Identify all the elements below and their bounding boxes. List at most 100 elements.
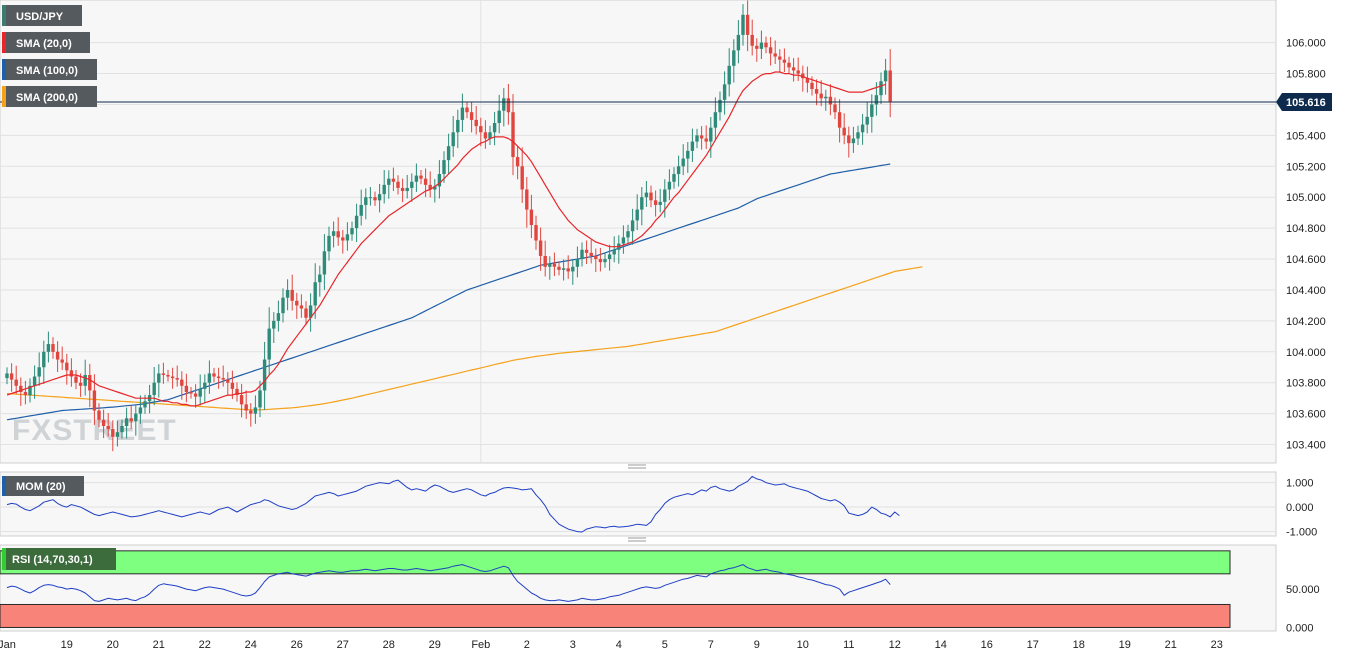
legend: USD/JPY SMA (20,0) SMA (100,0) SMA (200,0): [2, 5, 97, 107]
sma200-line: [6, 266, 923, 411]
candle: [603, 253, 607, 268]
last-price-tag-shape: [1276, 93, 1332, 112]
candle: [350, 221, 354, 241]
candle: [847, 126, 851, 158]
candle: [19, 377, 23, 406]
candle: [479, 117, 483, 147]
candle: [308, 293, 313, 332]
candle: [575, 246, 580, 278]
candle: [152, 366, 156, 406]
candle: [460, 93, 465, 132]
candle: [106, 413, 110, 437]
candle: [483, 120, 488, 149]
price-tick-label: 105.400: [1286, 130, 1326, 142]
candle: [216, 367, 221, 389]
candle: [888, 49, 892, 118]
candle: [865, 102, 869, 134]
candle: [170, 367, 175, 389]
candle: [244, 390, 248, 419]
candle: [239, 383, 244, 418]
candle: [258, 380, 262, 418]
candle: [295, 292, 299, 319]
candle: [805, 66, 810, 93]
candle: [184, 373, 189, 403]
candle: [368, 187, 373, 206]
price-tick-label: 104.200: [1286, 316, 1326, 328]
candle: [584, 240, 589, 264]
candle: [529, 194, 534, 239]
momentum-legend-swatch: [2, 476, 6, 496]
candle: [741, 4, 745, 46]
candle: [74, 370, 78, 390]
candle: [88, 363, 92, 408]
candle: [391, 167, 396, 192]
price-tick-label: 106.000: [1286, 38, 1326, 50]
legend-swatch: [2, 5, 6, 26]
candle: [833, 97, 837, 120]
candle: [272, 312, 276, 343]
price-tick-label: 104.000: [1286, 347, 1326, 359]
time-tick-label: 22: [199, 639, 211, 651]
candle: [686, 142, 690, 173]
time-tick-label: 12: [889, 639, 901, 651]
price-tick-label: 105.200: [1286, 161, 1326, 173]
candle: [442, 151, 446, 183]
candle: [166, 369, 170, 382]
candle: [612, 236, 616, 263]
time-tick-label: 5: [662, 639, 668, 651]
candle: [42, 340, 46, 384]
rsi-line-group: [6, 564, 891, 602]
candle: [267, 307, 271, 376]
candle: [879, 72, 883, 105]
time-tick-label: 21: [153, 639, 165, 651]
candle: [175, 365, 179, 387]
candle: [824, 89, 828, 111]
time-tick-label: 16: [981, 639, 993, 651]
time-tick-label: 2: [524, 639, 530, 651]
candle: [658, 188, 662, 213]
candle: [359, 189, 363, 226]
momentum-grid: [0, 482, 1276, 533]
candle: [681, 144, 685, 176]
candle: [111, 420, 115, 452]
time-tick-label: 17: [1027, 639, 1039, 651]
candle: [331, 221, 336, 248]
momentum-line: [6, 475, 900, 533]
candle: [571, 258, 575, 285]
pane-splitter-2[interactable]: [628, 537, 646, 542]
candle: [598, 247, 603, 272]
watermark: FXSTREET: [12, 414, 177, 447]
candle: [437, 160, 442, 199]
candle: [290, 274, 294, 311]
candle: [727, 48, 731, 97]
price-tick-label: 103.400: [1286, 440, 1326, 452]
candle: [474, 106, 478, 135]
time-axis: Jan 19 20 21 22 24 26 27 28 29 Feb 2 3 4 5 7 9 10 11 12 14 16…: [0, 639, 1223, 651]
candle: [676, 155, 681, 187]
time-tick-label: 9: [754, 639, 760, 651]
candle: [736, 20, 741, 64]
candle: [5, 367, 9, 385]
pane-splitter-1[interactable]: [628, 464, 646, 469]
candle: [400, 178, 405, 203]
time-tick-label: 27: [337, 639, 349, 651]
rsi-axis: 50.000 0.000: [1286, 584, 1320, 634]
candle: [589, 239, 593, 264]
time-tick-label: 23: [1211, 639, 1223, 651]
time-tick-label: 19: [61, 639, 73, 651]
candle: [387, 170, 391, 199]
candle: [377, 183, 382, 213]
legend-box: [2, 32, 90, 53]
time-tick-label: 26: [291, 639, 303, 651]
candle: [226, 372, 230, 396]
candle: [221, 365, 225, 387]
rsi-legend-label: RSI (14,70,30,1): [12, 554, 93, 566]
candle: [663, 179, 667, 218]
candle: [46, 331, 51, 363]
candle: [828, 84, 833, 116]
candle: [782, 48, 787, 73]
candle: [60, 346, 64, 371]
candle: [709, 116, 713, 158]
candle: [396, 175, 400, 195]
